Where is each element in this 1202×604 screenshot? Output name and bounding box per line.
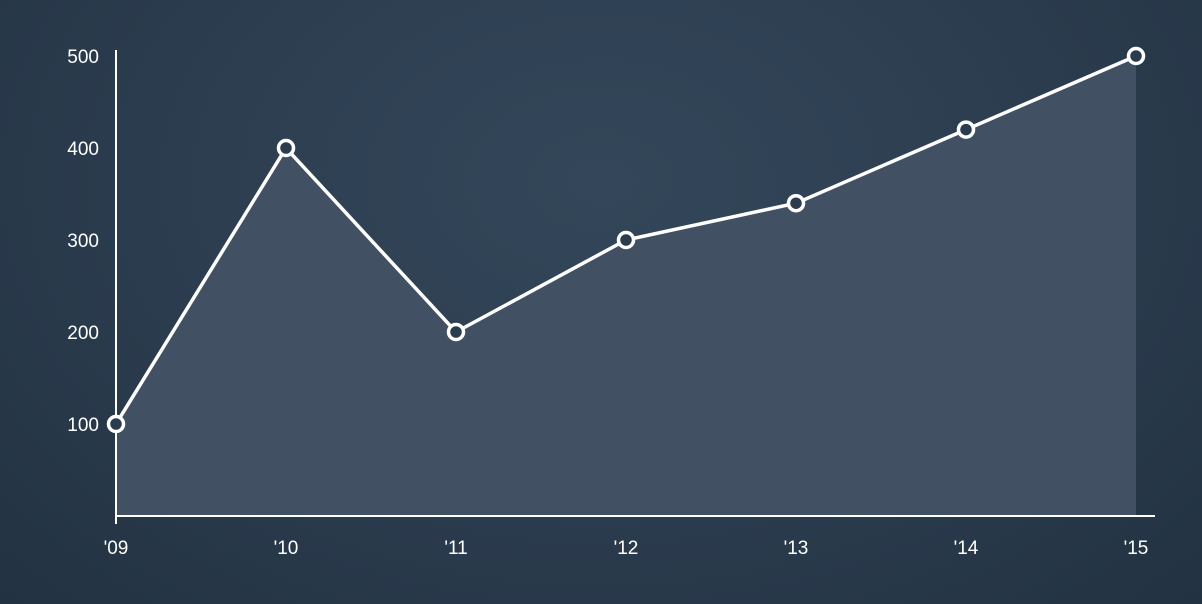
data-point-15: [1126, 46, 1146, 66]
y-tick-label: 200: [67, 323, 99, 344]
x-tick-label: '09: [104, 538, 129, 559]
label-layer: '09 '10 '11 '12 '13 '14 '15 100 200 300 400 500: [67, 47, 1148, 559]
data-point-10: [276, 138, 296, 158]
data-point-09: [106, 414, 126, 434]
y-tick-label: 100: [67, 415, 99, 436]
x-tick-label: '11: [444, 538, 467, 559]
data-point-14: [956, 120, 976, 139]
x-tick-label: '14: [954, 538, 979, 559]
area-fill: [116, 56, 1136, 516]
x-tick-label: '15: [1124, 538, 1149, 559]
data-point-12: [616, 230, 636, 250]
x-tick-label: '13: [784, 538, 809, 559]
data-point-13: [786, 193, 806, 213]
x-tick-label: '12: [614, 538, 639, 559]
y-tick-label: 500: [67, 47, 99, 68]
marker-layer: [106, 46, 1146, 434]
area-layer: [116, 56, 1136, 516]
axis-layer: [115, 50, 1155, 524]
x-tick-label: '10: [274, 538, 299, 559]
y-tick-label: 400: [67, 139, 99, 160]
data-point-11: [446, 322, 466, 342]
y-tick-label: 300: [67, 231, 99, 252]
